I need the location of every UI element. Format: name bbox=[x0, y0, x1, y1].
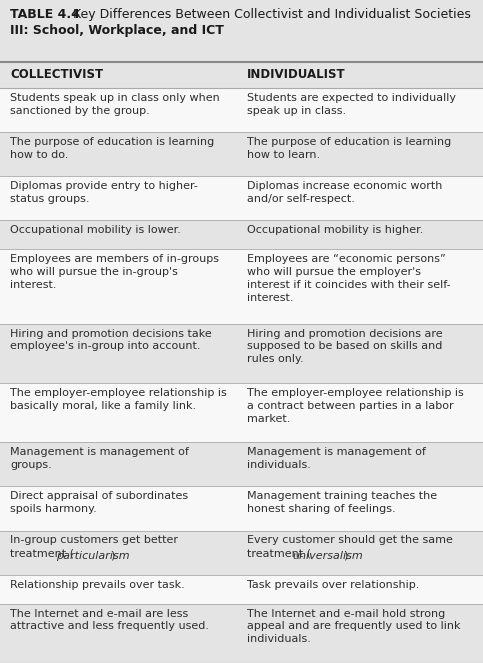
Text: Relationship prevails over task.: Relationship prevails over task. bbox=[10, 579, 185, 589]
Text: COLLECTIVIST: COLLECTIVIST bbox=[10, 68, 103, 81]
Bar bbox=[0, 132, 483, 176]
Text: Students are expected to individually
speak up in class.: Students are expected to individually sp… bbox=[247, 93, 456, 115]
Bar bbox=[0, 249, 483, 324]
Text: In-group customers get better
treatment (: In-group customers get better treatment … bbox=[10, 536, 178, 558]
Text: particularism: particularism bbox=[56, 550, 129, 560]
Text: The purpose of education is learning
how to do.: The purpose of education is learning how… bbox=[10, 137, 214, 160]
Text: Employees are “economic persons”
who will pursue the employer's
interest if it c: Employees are “economic persons” who wil… bbox=[247, 255, 451, 303]
Text: The employer-employee relationship is
basically moral, like a family link.: The employer-employee relationship is ba… bbox=[10, 388, 227, 411]
Bar bbox=[0, 442, 483, 487]
Text: Hiring and promotion decisions take
employee's in-group into account.: Hiring and promotion decisions take empl… bbox=[10, 329, 212, 351]
Text: Direct appraisal of subordinates
spoils harmony.: Direct appraisal of subordinates spoils … bbox=[10, 491, 188, 514]
Text: Occupational mobility is lower.: Occupational mobility is lower. bbox=[10, 225, 181, 235]
Bar bbox=[0, 176, 483, 220]
Text: Task prevails over relationship.: Task prevails over relationship. bbox=[247, 579, 419, 589]
Text: III: School, Workplace, and ICT: III: School, Workplace, and ICT bbox=[10, 24, 224, 37]
Text: TABLE 4.4: TABLE 4.4 bbox=[10, 8, 80, 21]
Text: Diplomas provide entry to higher-
status groups.: Diplomas provide entry to higher- status… bbox=[10, 181, 198, 204]
Text: universalism: universalism bbox=[293, 550, 364, 560]
Bar bbox=[0, 487, 483, 530]
Bar bbox=[0, 88, 483, 132]
Bar bbox=[0, 0, 483, 62]
Text: Diplomas increase economic worth
and/or self-respect.: Diplomas increase economic worth and/or … bbox=[247, 181, 442, 204]
Text: The purpose of education is learning
how to learn.: The purpose of education is learning how… bbox=[247, 137, 451, 160]
Text: Management is management of
groups.: Management is management of groups. bbox=[10, 447, 189, 470]
Bar bbox=[0, 324, 483, 383]
Text: Key Differences Between Collectivist and Individualist Societies: Key Differences Between Collectivist and… bbox=[65, 8, 471, 21]
Bar bbox=[0, 575, 483, 604]
Bar bbox=[0, 530, 483, 575]
Text: Management is management of
individuals.: Management is management of individuals. bbox=[247, 447, 426, 470]
Bar bbox=[0, 604, 483, 663]
Bar bbox=[0, 383, 483, 442]
Text: Employees are members of in-groups
who will pursue the in-group's
interest.: Employees are members of in-groups who w… bbox=[10, 255, 219, 290]
Text: The Internet and e-mail are less
attractive and less frequently used.: The Internet and e-mail are less attract… bbox=[10, 609, 209, 631]
Text: Occupational mobility is higher.: Occupational mobility is higher. bbox=[247, 225, 424, 235]
Text: ).: ). bbox=[110, 550, 118, 560]
Bar bbox=[0, 62, 483, 88]
Text: INDIVIDUALIST: INDIVIDUALIST bbox=[247, 68, 346, 81]
Text: Students speak up in class only when
sanctioned by the group.: Students speak up in class only when san… bbox=[10, 93, 220, 115]
Text: Every customer should get the same
treatment (: Every customer should get the same treat… bbox=[247, 536, 453, 558]
Text: The employer-employee relationship is
a contract between parties in a labor
mark: The employer-employee relationship is a … bbox=[247, 388, 464, 424]
Text: The Internet and e-mail hold strong
appeal and are frequently used to link
indiv: The Internet and e-mail hold strong appe… bbox=[247, 609, 460, 644]
Text: ).: ). bbox=[342, 550, 351, 560]
Text: Management training teaches the
honest sharing of feelings.: Management training teaches the honest s… bbox=[247, 491, 437, 514]
Bar bbox=[0, 220, 483, 249]
Text: Hiring and promotion decisions are
supposed to be based on skills and
rules only: Hiring and promotion decisions are suppo… bbox=[247, 329, 442, 364]
